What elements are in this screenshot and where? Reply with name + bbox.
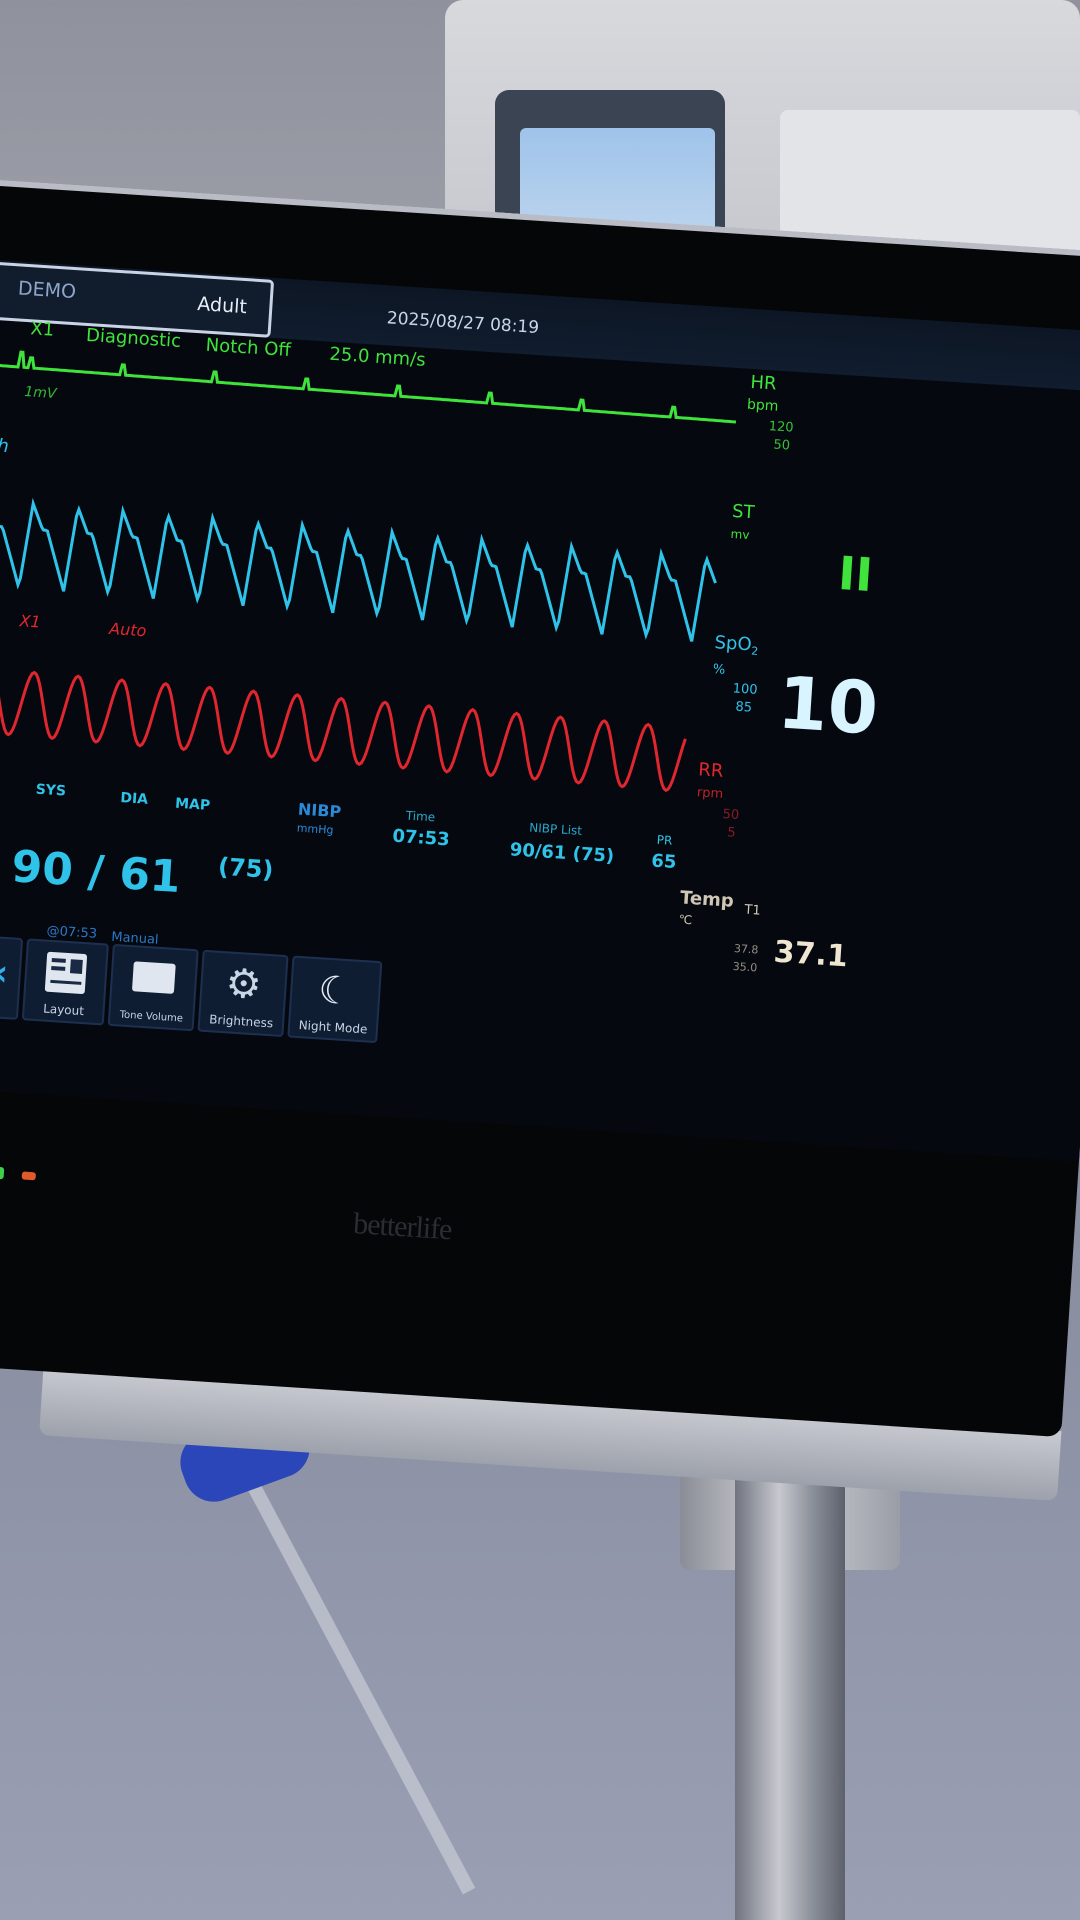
hr-alarm-high: 120	[768, 419, 794, 436]
monitor-screen: DEMO Adult 2025/08/27 08:19 X1 Diagnosti…	[0, 259, 1080, 1162]
spo2-alarm-low: 85	[735, 699, 753, 716]
rr-unit: rpm	[696, 785, 724, 802]
spo2-alarm-high: 100	[732, 681, 758, 698]
resp-gain[interactable]: X1	[18, 611, 42, 632]
chevron-left-icon: ‹	[0, 952, 10, 995]
spo2-subscript: 2	[750, 644, 759, 658]
rr-label[interactable]: RR	[697, 759, 725, 782]
brightness-label: Brightness	[208, 1012, 274, 1031]
dia-label: DIA	[119, 790, 149, 808]
ecg-notch[interactable]: Notch Off	[205, 334, 292, 362]
spo2-unit: %	[712, 662, 726, 678]
night-mode-button[interactable]: ☾ Night Mode	[287, 955, 383, 1044]
resp-mode[interactable]: Auto	[108, 619, 147, 641]
patient-type: Adult	[196, 293, 248, 319]
sun-icon: ⚙	[224, 960, 263, 1009]
temp-alarm-low: 35.0	[732, 959, 758, 975]
night-mode-label: Night Mode	[298, 1018, 368, 1037]
nibp-time-label: Time	[405, 808, 436, 825]
layout-icon	[44, 951, 88, 994]
ecg-scale: 1mV	[23, 384, 57, 403]
temp-value: 37.1	[772, 934, 849, 975]
patient-monitor: betterlife DEMO Adult 2025/08/27 08:19 X…	[0, 176, 1080, 1511]
ecg-lead: II	[836, 545, 875, 603]
brightness-button[interactable]: ⚙ Brightness	[197, 949, 289, 1038]
layout-label: Layout	[42, 1001, 85, 1019]
tone-volume-label: Tone Volume	[119, 1009, 184, 1025]
back-button[interactable]: ‹	[0, 935, 24, 1020]
temp-channel: T1	[743, 902, 762, 919]
nibp-map: (75)	[217, 852, 275, 885]
temp-unit: ℃	[678, 912, 693, 928]
alarm-led	[21, 1171, 37, 1181]
resp-waveform	[0, 666, 687, 793]
rr-alarm-low: 5	[726, 825, 737, 841]
rr-alarm-high: 50	[722, 806, 740, 824]
temp-label[interactable]: Temp	[679, 887, 735, 912]
demo-label: DEMO	[17, 277, 77, 304]
brand-logo: betterlife	[352, 1207, 453, 1247]
ecg-gain[interactable]: X1	[29, 318, 55, 341]
st-unit: mv	[730, 526, 750, 543]
nibp-label[interactable]: NIBP	[297, 799, 342, 822]
volume-icon	[132, 961, 176, 994]
monitor-pole	[735, 1480, 845, 1920]
tone-volume-button[interactable]: Tone Volume	[107, 943, 199, 1032]
hr-alarm-low: 50	[773, 437, 791, 454]
temp-alarm-high: 37.8	[733, 941, 759, 957]
pleth-waveform	[0, 497, 717, 642]
moon-icon: ☾	[316, 967, 354, 1014]
spo2-value: 10	[775, 660, 881, 751]
ecg-speed[interactable]: 25.0 mm/s	[328, 343, 427, 371]
waveform-trace	[0, 666, 687, 793]
hr-label[interactable]: HR	[749, 371, 778, 395]
nibp-time: 07:53	[391, 825, 451, 851]
nibp-unit: mmHg	[296, 821, 334, 837]
ecg-waveform	[0, 350, 737, 424]
nibp-list-value: 90/61 (75)	[509, 839, 615, 868]
layout-button[interactable]: Layout	[21, 938, 109, 1026]
waveform-trace	[0, 497, 717, 642]
pr-value: 65	[650, 850, 678, 874]
waveform-trace	[0, 350, 737, 424]
pr-label: PR	[656, 832, 673, 848]
spo2-label-text: SpO	[713, 632, 753, 656]
ecg-filter[interactable]: Diagnostic	[85, 324, 182, 352]
hr-unit: bpm	[746, 396, 779, 415]
st-label[interactable]: ST	[731, 500, 756, 524]
map-label: MAP	[174, 795, 211, 814]
spo2-label[interactable]: SpO2	[713, 632, 759, 658]
nibp-list-label[interactable]: NIBP List	[528, 820, 583, 838]
sys-label: SYS	[35, 781, 67, 800]
nibp-value: 90 / 61	[10, 841, 183, 904]
pleth-label: nth	[0, 434, 10, 458]
